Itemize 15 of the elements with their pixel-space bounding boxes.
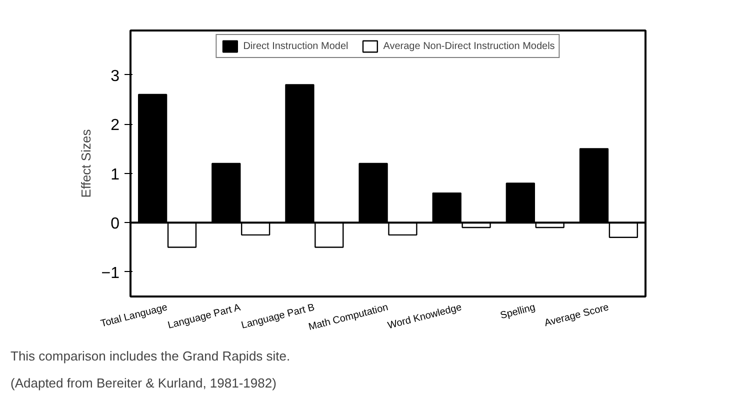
text: This comparison includes the Grand Rapids site. xyxy=(10,348,290,364)
legend-label: Average Non-Direct Instruction Models xyxy=(383,40,555,52)
y-tick-label: 2 xyxy=(110,117,120,134)
y-tick-label: 1 xyxy=(110,166,120,184)
y-axis-title: Effect Sizes xyxy=(78,128,94,198)
y-tick-label: 3 xyxy=(110,68,120,85)
x-tick-label: Spelling xyxy=(499,302,537,322)
y-tick-label: 0 xyxy=(110,216,120,233)
x-tick-label: Language Part A xyxy=(166,302,242,332)
y-tick-label: −1 xyxy=(101,264,120,282)
x-tick-label: Word Knowledge xyxy=(386,302,464,332)
legend-label: Direct Instruction Model xyxy=(243,40,348,52)
text: (Adapted from Bereiter & Kurland, 1981-1982) xyxy=(10,376,276,390)
x-tick-label: Total Language xyxy=(100,302,170,330)
x-tick-label: Average Score xyxy=(543,302,610,330)
